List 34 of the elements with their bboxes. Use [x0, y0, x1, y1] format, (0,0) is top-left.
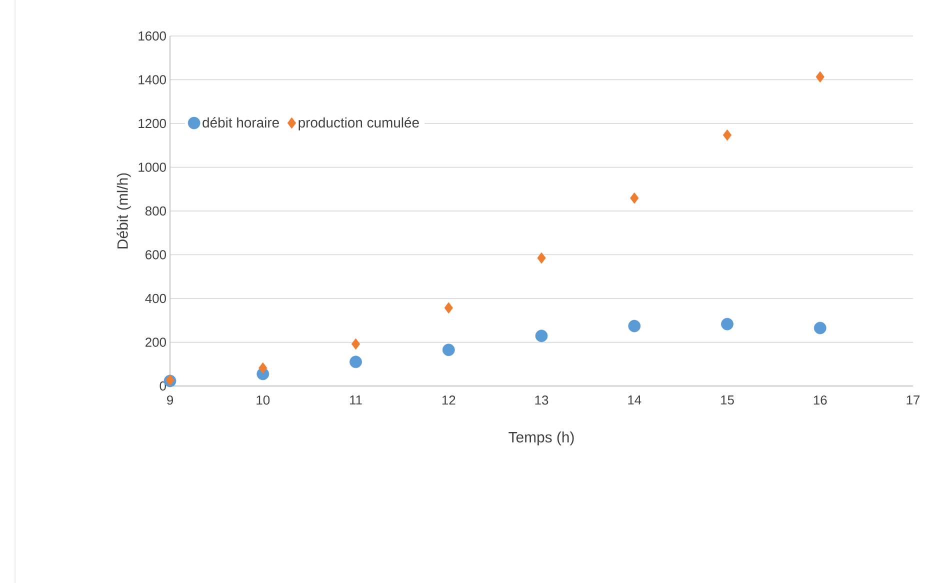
- legend-label: production cumulée: [298, 117, 419, 130]
- x-axis-title: Temps (h): [508, 432, 574, 446]
- legend-label: débit horaire: [202, 117, 279, 128]
- y-tick-label: 600: [146, 250, 166, 260]
- point: [721, 318, 734, 330]
- y-tick-label: 800: [145, 206, 166, 216]
- point: [351, 338, 360, 350]
- point: [816, 71, 824, 83]
- point: [350, 356, 362, 368]
- point: [444, 302, 453, 314]
- point: [442, 344, 455, 356]
- y-tick-label: 200: [146, 338, 166, 347]
- x-tick-label: 10: [256, 396, 270, 405]
- y-tick-label: 1000: [138, 162, 166, 172]
- x-tick-label: 11: [350, 396, 362, 404]
- x-tick-label: 17: [906, 396, 920, 404]
- y-tick-label: 1200: [138, 118, 166, 128]
- y-tick-label: 400: [145, 294, 166, 304]
- point: [814, 322, 826, 334]
- point: [258, 362, 268, 374]
- point: [628, 320, 641, 332]
- x-tick-label: 15: [721, 396, 734, 405]
- x-tick-label: 12: [442, 396, 456, 405]
- point: [630, 192, 639, 204]
- x-tick-label: 16: [814, 396, 827, 405]
- point: [722, 129, 732, 141]
- y-axis-title: Débit (ml/h): [116, 173, 131, 248]
- y-tick-label: 1400: [138, 75, 166, 84]
- x-tick-label: 9: [167, 396, 173, 405]
- x-tick-label: 14: [628, 396, 642, 404]
- x-tick-label: 13: [535, 396, 548, 405]
- point: [535, 330, 548, 342]
- y-tick-label: 1600: [138, 31, 166, 41]
- point: [537, 252, 546, 264]
